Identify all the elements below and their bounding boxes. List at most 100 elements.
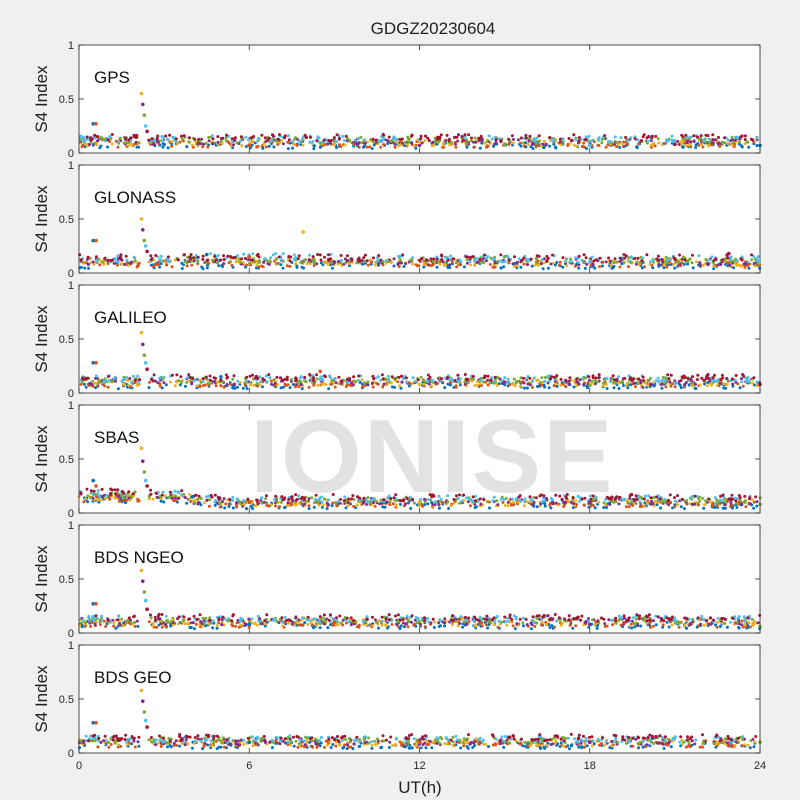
- scatter-point: [326, 626, 330, 630]
- scatter-point: [345, 383, 349, 386]
- scatter-point: [627, 265, 630, 269]
- scatter-point: [91, 492, 95, 496]
- scatter-point: [411, 256, 414, 260]
- scatter-point: [701, 497, 705, 500]
- scatter-point: [752, 500, 756, 504]
- scatter-point: [215, 261, 219, 265]
- scatter-point: [640, 385, 644, 389]
- scatter-point: [151, 621, 155, 625]
- scatter-point: [626, 142, 630, 146]
- scatter-point: [272, 378, 276, 382]
- scatter-point: [426, 616, 430, 620]
- scatter-point: [400, 137, 404, 141]
- scatter-point: [484, 380, 488, 384]
- scatter-point: [613, 257, 617, 261]
- scatter-point: [447, 507, 451, 510]
- scatter-point: [571, 626, 575, 630]
- scatter-point: [493, 261, 497, 265]
- scatter-point: [699, 622, 702, 626]
- scatter-point: [549, 506, 553, 510]
- scatter-point: [551, 253, 554, 257]
- scatter-point: [165, 619, 168, 623]
- scatter-point: [735, 620, 739, 624]
- scatter-point: [287, 621, 291, 625]
- scatter-point: [164, 134, 168, 138]
- data-point: [588, 500, 592, 505]
- scatter-point: [482, 141, 486, 145]
- panel-label: GALILEO: [94, 308, 167, 327]
- scatter-point: [287, 138, 291, 142]
- scatter-point: [257, 137, 260, 141]
- scatter-point: [723, 136, 727, 140]
- scatter-point: [437, 502, 441, 506]
- scatter-point: [461, 138, 465, 142]
- scatter-point: [537, 254, 541, 258]
- scatter-point: [120, 617, 124, 621]
- scatter-point: [437, 506, 441, 510]
- scatter-point: [327, 503, 330, 507]
- scatter-point: [633, 385, 637, 389]
- scatter-point: [499, 139, 503, 143]
- scatter-point: [269, 503, 273, 507]
- scatter-point: [221, 265, 225, 269]
- scatter-point: [572, 133, 576, 137]
- scatter-point: [86, 255, 90, 259]
- scatter-point: [223, 506, 227, 510]
- scatter-point: [197, 494, 201, 498]
- scatter-point: [83, 139, 87, 143]
- scatter-point: [406, 618, 410, 622]
- scatter-point: [463, 373, 467, 376]
- scatter-point: [450, 262, 454, 266]
- scatter-point: [235, 141, 239, 145]
- scatter-point: [288, 259, 292, 263]
- scatter-point: [301, 616, 305, 620]
- scatter-point: [557, 263, 561, 267]
- scatter-point: [605, 377, 609, 381]
- scatter-point: [612, 386, 616, 390]
- scatter-point: [650, 134, 654, 138]
- scatter-point: [231, 506, 235, 510]
- scatter-point: [649, 625, 652, 629]
- scatter-point: [267, 144, 271, 148]
- scatter-point: [698, 499, 702, 503]
- scatter-point: [301, 143, 305, 147]
- scatter-point: [318, 615, 322, 619]
- scatter-point: [548, 136, 552, 139]
- scatter-point: [314, 493, 318, 497]
- scatter-point: [412, 144, 416, 148]
- scatter-point: [99, 137, 102, 140]
- scatter-point: [315, 373, 319, 377]
- scatter-point: [473, 259, 477, 263]
- scatter-point: [380, 619, 384, 623]
- scatter-point: [607, 496, 611, 500]
- scatter-point: [262, 378, 266, 382]
- scatter-point: [244, 145, 248, 148]
- scatter-point: [240, 257, 244, 261]
- data-point: [162, 142, 166, 147]
- scatter-point: [129, 136, 133, 140]
- scatter-point: [547, 386, 551, 390]
- scatter-point: [149, 488, 153, 492]
- scatter-point: [224, 502, 228, 506]
- scatter-point: [522, 381, 526, 385]
- scatter-point: [401, 621, 405, 625]
- scatter-point: [454, 261, 458, 265]
- scatter-point: [735, 258, 739, 262]
- scatter-point: [390, 375, 394, 379]
- scatter-point: [291, 140, 294, 144]
- scatter-point: [463, 135, 467, 139]
- scatter-point: [468, 260, 472, 263]
- scatter-point: [396, 380, 400, 384]
- scatter-point: [312, 264, 316, 267]
- scatter-point: [474, 499, 477, 503]
- scatter-point: [747, 266, 751, 270]
- y-axis-label: S4 Index: [32, 65, 51, 133]
- scatter-point: [579, 618, 583, 622]
- scatter-point: [210, 258, 214, 262]
- scatter-point: [250, 261, 254, 265]
- scatter-point: [116, 387, 120, 391]
- scatter-point: [528, 495, 532, 499]
- scatter-point: [542, 494, 546, 498]
- scatter-point: [236, 254, 239, 258]
